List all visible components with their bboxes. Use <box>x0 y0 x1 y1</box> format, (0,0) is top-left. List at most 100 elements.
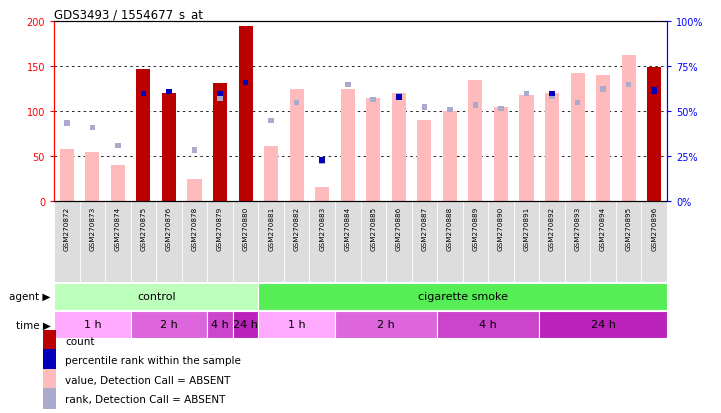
Bar <box>519 96 534 202</box>
Bar <box>498 107 504 112</box>
Bar <box>243 81 249 86</box>
Bar <box>596 76 610 202</box>
Bar <box>422 105 427 110</box>
Bar <box>463 202 488 282</box>
Bar <box>386 202 412 282</box>
Bar <box>136 70 151 202</box>
Text: time ▶: time ▶ <box>16 320 50 330</box>
Bar <box>443 112 457 202</box>
Bar <box>545 94 559 202</box>
Bar <box>494 108 508 202</box>
Text: GSM270893: GSM270893 <box>575 206 580 250</box>
Bar <box>549 94 555 100</box>
Bar <box>111 166 125 202</box>
Bar <box>268 119 274 124</box>
Bar <box>539 202 565 282</box>
Text: GSM270882: GSM270882 <box>293 206 300 250</box>
Text: 4 h: 4 h <box>479 320 497 330</box>
Bar <box>233 202 258 282</box>
Bar <box>335 202 360 282</box>
Text: GSM270890: GSM270890 <box>498 206 504 250</box>
Text: GDS3493 / 1554677_s_at: GDS3493 / 1554677_s_at <box>54 8 203 21</box>
Bar <box>523 91 529 97</box>
Bar <box>166 90 172 95</box>
Bar <box>513 202 539 282</box>
Bar <box>258 283 667 310</box>
Text: GSM270873: GSM270873 <box>89 206 95 250</box>
Bar <box>217 96 223 101</box>
Bar <box>156 202 182 282</box>
Bar <box>366 99 380 202</box>
Bar <box>469 81 482 202</box>
Bar <box>43 369 56 391</box>
Bar <box>309 202 335 282</box>
Text: control: control <box>137 292 175 301</box>
Bar <box>622 55 636 202</box>
Text: GSM270874: GSM270874 <box>115 206 121 250</box>
Bar <box>335 311 437 338</box>
Text: GSM270896: GSM270896 <box>651 206 657 250</box>
Text: GSM270887: GSM270887 <box>421 206 428 250</box>
Text: GSM270892: GSM270892 <box>549 206 555 250</box>
Text: 1 h: 1 h <box>288 320 306 330</box>
Bar <box>182 202 208 282</box>
Text: GSM270895: GSM270895 <box>626 206 632 250</box>
Text: GSM270886: GSM270886 <box>396 206 402 250</box>
Text: GSM270875: GSM270875 <box>141 206 146 250</box>
Bar <box>565 202 590 282</box>
Bar <box>371 98 376 103</box>
Bar <box>437 202 463 282</box>
Text: 2 h: 2 h <box>160 320 178 330</box>
Bar <box>43 349 56 371</box>
Bar <box>105 202 131 282</box>
Bar <box>651 90 657 95</box>
Text: GSM270880: GSM270880 <box>242 206 249 250</box>
Text: GSM270879: GSM270879 <box>217 206 223 250</box>
Bar <box>208 311 233 338</box>
Text: 4 h: 4 h <box>211 320 229 330</box>
Bar <box>616 202 642 282</box>
Bar <box>360 202 386 282</box>
Bar <box>539 311 667 338</box>
Bar <box>131 311 208 338</box>
Text: GSM270888: GSM270888 <box>447 206 453 250</box>
Bar <box>447 108 453 113</box>
Bar <box>488 202 514 282</box>
Bar <box>264 146 278 202</box>
Bar <box>64 121 70 126</box>
Bar <box>54 202 79 282</box>
Bar <box>642 202 667 282</box>
Bar <box>392 94 406 202</box>
Bar <box>651 88 657 93</box>
Text: 1 h: 1 h <box>84 320 101 330</box>
Bar <box>396 94 402 100</box>
Text: agent ▶: agent ▶ <box>9 292 50 301</box>
Bar <box>239 27 252 202</box>
Text: GSM270891: GSM270891 <box>523 206 529 250</box>
Bar <box>412 202 437 282</box>
Text: cigarette smoke: cigarette smoke <box>417 292 508 301</box>
Text: GSM270884: GSM270884 <box>345 206 350 250</box>
Bar <box>136 94 151 202</box>
Bar <box>43 388 56 410</box>
Bar <box>192 148 198 154</box>
Bar <box>258 202 284 282</box>
Bar <box>570 74 585 202</box>
Bar <box>315 188 329 202</box>
Bar <box>213 83 227 202</box>
Bar <box>187 180 202 202</box>
Text: 2 h: 2 h <box>377 320 395 330</box>
Bar <box>89 126 95 131</box>
Bar <box>54 283 258 310</box>
Text: value, Detection Call = ABSENT: value, Detection Call = ABSENT <box>65 375 230 385</box>
Text: 24 h: 24 h <box>233 320 258 330</box>
Text: GSM270881: GSM270881 <box>268 206 274 250</box>
Bar <box>647 68 661 202</box>
Bar <box>590 202 616 282</box>
Bar <box>213 83 227 202</box>
Text: GSM270885: GSM270885 <box>371 206 376 250</box>
Bar <box>217 91 223 97</box>
Bar <box>319 158 325 163</box>
Bar <box>115 144 120 149</box>
Text: GSM270883: GSM270883 <box>319 206 325 250</box>
